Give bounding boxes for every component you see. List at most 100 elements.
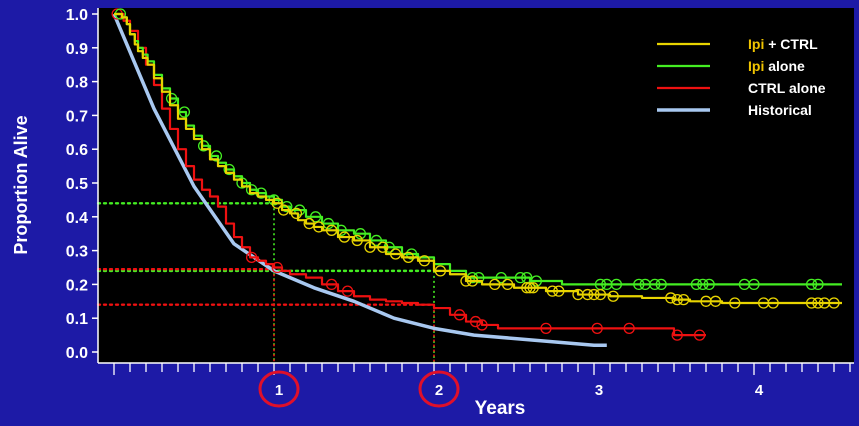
censor-mark-ctrl_alone: [341, 285, 354, 297]
y-tick-label: 0.9: [66, 41, 88, 58]
censor-mark-ipi_ctrl: [271, 197, 283, 209]
y-tick-label: 0.2: [66, 277, 88, 294]
censor-mark-ipi_alone: [805, 278, 818, 291]
censor-mark-ipi_ctrl: [677, 293, 690, 306]
highlight-circle: [258, 370, 300, 408]
series-ipi_ctrl: [114, 12, 842, 309]
x-tick-label: 4: [755, 382, 764, 399]
censor-mark-ctrl_alone: [623, 322, 635, 334]
censor-mark-ipi_ctrl: [338, 231, 351, 243]
censor-mark-ipi_alone: [610, 278, 623, 291]
censor-mark-ipi_ctrl: [277, 204, 290, 216]
censor-mark-ipi_ctrl: [594, 288, 607, 301]
censor-mark-ipi_ctrl: [828, 297, 840, 309]
censor-mark-ipi_ctrl: [527, 282, 539, 294]
censor-mark-ipi_ctrl: [665, 292, 677, 304]
censor-mark-ipi_ctrl: [489, 278, 501, 291]
y-tick-label: 0.7: [66, 108, 88, 125]
x-tick-label: 3: [595, 382, 603, 399]
series-group: [111, 8, 842, 347]
series-line-historical: [112, 13, 607, 347]
censor-mark-ipi_ctrl: [460, 275, 472, 287]
plot-area: [98, 8, 854, 363]
censor-mark-ipi_ctrl: [581, 288, 594, 301]
y-tick-label: 0.3: [66, 244, 88, 261]
censor-mark-ctrl_alone: [271, 261, 283, 274]
censor-mark-ipi_ctrl: [313, 221, 325, 233]
censor-mark-ipi_ctrl: [303, 217, 315, 230]
censor-mark-ipi_alone: [748, 278, 760, 291]
censor-mark-ipi_ctrl: [546, 285, 559, 297]
censor-mark-ipi_ctrl: [588, 288, 600, 301]
y-tick-label: 0.1: [66, 311, 88, 328]
y-tick-label: 0.4: [66, 210, 88, 227]
censor-mark-ctrl_alone: [325, 278, 338, 291]
reference-lines: [96, 202, 436, 363]
censor-mark-ipi_alone: [293, 204, 306, 216]
censor-mark-ipi_alone: [322, 217, 335, 230]
censor-mark-ipi_ctrl: [812, 297, 824, 309]
censor-mark-ipi_ctrl: [325, 224, 338, 236]
censor-mark-ipi_alone: [223, 163, 235, 176]
censor-mark-ipi_alone: [197, 140, 210, 152]
y-tick-label: 0.8: [66, 75, 88, 92]
series-ctrl_alone: [111, 8, 706, 341]
censor-mark-ipi_alone: [178, 106, 191, 118]
censor-mark-ipi_ctrl: [389, 248, 402, 260]
legend-label-ipi_ctrl: Ipi + CTRL: [748, 36, 818, 52]
censor-mark-ipi_alone: [812, 278, 824, 291]
censor-mark-ipi_alone: [210, 150, 223, 162]
censor-mark-ipi_ctrl: [364, 241, 376, 253]
legend-label-historical: Historical: [748, 102, 812, 118]
censor-mark-ipi_alone: [354, 228, 367, 240]
censor-mark-ipi_alone: [370, 234, 383, 247]
censor-mark-ipi_alone: [473, 271, 485, 284]
y-tick-label: 0.0: [66, 345, 88, 362]
series-line-ctrl_alone: [114, 12, 706, 337]
censor-mark-ipi_ctrl: [377, 241, 389, 253]
censor-mark-ipi_alone: [466, 271, 479, 284]
censor-mark-ipi_alone: [309, 211, 322, 223]
censor-mark-ipi_alone: [655, 278, 667, 291]
censor-mark-ipi_ctrl: [805, 297, 818, 309]
x-tick-label: 1: [275, 382, 283, 399]
censor-mark-ipi_alone: [405, 248, 418, 260]
censor-mark-ctrl_alone: [671, 329, 683, 341]
y-axis-label: Proportion Alive: [11, 115, 31, 254]
series-historical: [112, 13, 607, 347]
series-line-ipi_ctrl: [114, 12, 842, 305]
censor-mark-ctrl_alone: [453, 309, 466, 321]
censor-mark-ipi_alone: [530, 275, 543, 287]
legend: Ipi + CTRL Ipi alone CTRL alone Historical: [657, 36, 826, 118]
censor-mark-ipi_alone: [703, 278, 715, 291]
censor-mark-ipi_ctrl: [466, 275, 479, 287]
censor-mark-ipi_alone: [697, 278, 709, 291]
censor-mark-ipi_alone: [514, 271, 527, 284]
censor-mark-ipi_ctrl: [501, 278, 514, 291]
y-tick-label: 1.0: [66, 7, 88, 24]
censor-mark-ipi_ctrl: [351, 234, 363, 247]
censor-mark-ipi_ctrl: [607, 290, 619, 302]
censor-mark-ipi_ctrl: [402, 251, 415, 264]
x-tick-label: 2: [435, 382, 443, 399]
censor-mark-ipi_ctrl: [553, 285, 565, 297]
highlight-circle: [418, 370, 460, 408]
y-tick-label: 0.6: [66, 142, 88, 159]
censor-mark-ipi_alone: [649, 278, 661, 291]
censor-mark-ipi_ctrl: [290, 207, 303, 220]
censor-mark-ctrl_alone: [693, 329, 706, 341]
censor-mark-ipi_ctrl: [521, 282, 533, 294]
x-axis-label: Years: [475, 398, 526, 419]
censor-mark-ipi_ctrl: [729, 297, 741, 309]
censor-mark-ipi_ctrl: [709, 295, 722, 307]
censor-mark-ctrl_alone: [591, 322, 603, 334]
censor-mark-ipi_alone: [245, 184, 258, 196]
censor-mark-ipi_alone: [165, 92, 178, 105]
censor-mark-ipi_ctrl: [671, 293, 683, 306]
censor-mark-ipi_ctrl: [418, 255, 431, 267]
censor-mark-ipi_ctrl: [767, 297, 779, 309]
y-tick-label: 0.5: [66, 176, 88, 193]
censor-mark-ipi_alone: [495, 271, 507, 284]
